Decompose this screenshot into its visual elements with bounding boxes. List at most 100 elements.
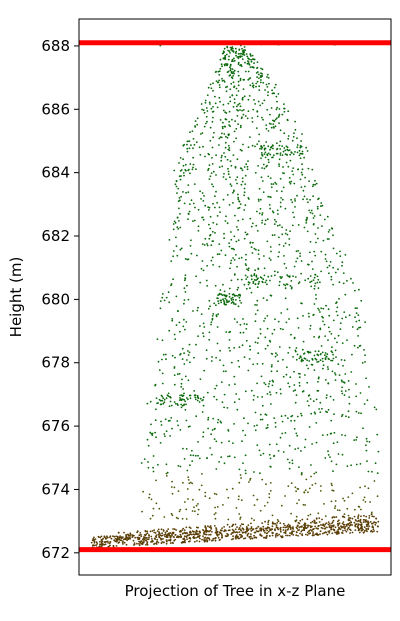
data-point-177 bbox=[326, 266, 329, 269]
data-point-1093 bbox=[286, 308, 289, 311]
data-point-708 bbox=[332, 283, 334, 286]
data-point-174 bbox=[205, 279, 208, 282]
data-point-2878 bbox=[137, 538, 140, 541]
data-point-1017 bbox=[193, 143, 196, 146]
data-point-1493 bbox=[237, 63, 240, 65]
data-point-2409 bbox=[301, 534, 304, 537]
data-point-851 bbox=[225, 112, 228, 114]
data-point-1129 bbox=[322, 364, 325, 367]
data-point-1938 bbox=[142, 490, 145, 493]
data-point-2317 bbox=[351, 531, 354, 534]
data-point-1852 bbox=[359, 486, 361, 489]
data-point-678 bbox=[287, 382, 290, 385]
data-point-1893 bbox=[300, 450, 302, 452]
data-point-3048 bbox=[303, 523, 306, 526]
data-point-95 bbox=[185, 321, 188, 323]
data-point-2572 bbox=[141, 542, 144, 545]
data-point-551 bbox=[202, 269, 205, 272]
data-point-332 bbox=[323, 218, 326, 221]
data-point-2744 bbox=[92, 537, 95, 540]
data-point-278 bbox=[221, 132, 223, 135]
data-point-882 bbox=[308, 315, 310, 318]
data-point-2857 bbox=[356, 523, 358, 525]
data-point-952 bbox=[326, 366, 329, 368]
data-point-3055 bbox=[144, 530, 147, 533]
data-point-1275 bbox=[339, 250, 341, 253]
data-point-757 bbox=[183, 363, 186, 365]
data-point-1990 bbox=[194, 510, 196, 513]
data-point-2869 bbox=[325, 522, 328, 524]
data-point-1373 bbox=[199, 325, 201, 327]
data-point-225 bbox=[331, 370, 334, 373]
data-point-1072 bbox=[232, 247, 234, 250]
data-point-1996 bbox=[204, 495, 207, 498]
data-point-1452 bbox=[335, 310, 338, 313]
data-point-816 bbox=[319, 401, 322, 404]
data-point-444 bbox=[348, 396, 351, 398]
data-point-2926 bbox=[246, 529, 248, 532]
data-point-924 bbox=[260, 79, 262, 81]
data-point-1486 bbox=[295, 250, 298, 253]
data-point-397 bbox=[315, 398, 318, 401]
data-point-224 bbox=[171, 319, 174, 322]
data-point-1508 bbox=[289, 153, 292, 156]
data-point-1185 bbox=[281, 154, 284, 157]
data-point-2982 bbox=[277, 520, 280, 523]
data-point-1024 bbox=[194, 120, 197, 122]
data-point-1454 bbox=[364, 354, 366, 356]
data-point-1973 bbox=[175, 516, 178, 519]
data-point-1956 bbox=[149, 517, 152, 520]
data-point-6 bbox=[211, 120, 214, 123]
data-point-2669 bbox=[203, 539, 206, 541]
data-point-558 bbox=[248, 358, 251, 360]
data-point-1329 bbox=[186, 150, 189, 153]
data-point-2507 bbox=[317, 527, 319, 530]
data-point-1187 bbox=[313, 215, 316, 217]
data-point-603 bbox=[283, 110, 286, 113]
data-point-296 bbox=[243, 46, 246, 48]
data-point-2128 bbox=[145, 539, 148, 542]
data-point-620 bbox=[161, 358, 163, 361]
data-point-2283 bbox=[365, 527, 368, 530]
data-point-1630 bbox=[221, 294, 224, 296]
data-point-2741 bbox=[221, 534, 223, 537]
data-point-117 bbox=[188, 210, 191, 213]
data-point-106 bbox=[236, 408, 239, 411]
data-point-1556 bbox=[281, 276, 283, 278]
data-point-1546 bbox=[288, 149, 291, 152]
data-point-2902 bbox=[154, 532, 157, 534]
data-point-419 bbox=[220, 249, 223, 252]
data-point-2274 bbox=[115, 545, 118, 547]
data-point-1321 bbox=[251, 252, 254, 254]
data-point-2472 bbox=[199, 537, 201, 540]
data-point-1461 bbox=[175, 295, 178, 298]
data-point-2060 bbox=[238, 495, 240, 498]
data-point-403 bbox=[201, 243, 204, 246]
data-point-2290 bbox=[234, 536, 237, 539]
data-point-662 bbox=[220, 159, 223, 162]
data-point-2455 bbox=[106, 540, 109, 543]
data-point-2658 bbox=[373, 530, 375, 532]
data-point-2023 bbox=[353, 439, 356, 441]
data-point-417 bbox=[218, 96, 221, 99]
data-point-1359 bbox=[192, 166, 194, 169]
data-point-1154 bbox=[229, 330, 232, 333]
data-point-2871 bbox=[193, 530, 195, 533]
data-point-2571 bbox=[326, 526, 328, 529]
data-point-2033 bbox=[163, 433, 166, 435]
data-point-1913 bbox=[235, 507, 238, 509]
data-point-288 bbox=[183, 299, 186, 301]
data-point-281 bbox=[232, 81, 235, 84]
data-point-9 bbox=[267, 91, 269, 93]
data-point-999 bbox=[201, 216, 204, 219]
data-point-2461 bbox=[244, 537, 247, 539]
data-point-3050 bbox=[197, 526, 200, 529]
data-point-1774 bbox=[151, 514, 154, 517]
data-point-456 bbox=[218, 206, 221, 209]
data-point-2013 bbox=[158, 507, 161, 510]
data-point-931 bbox=[338, 297, 340, 300]
data-point-59 bbox=[294, 120, 296, 123]
data-point-2752 bbox=[157, 541, 160, 544]
data-point-1903 bbox=[227, 518, 230, 521]
